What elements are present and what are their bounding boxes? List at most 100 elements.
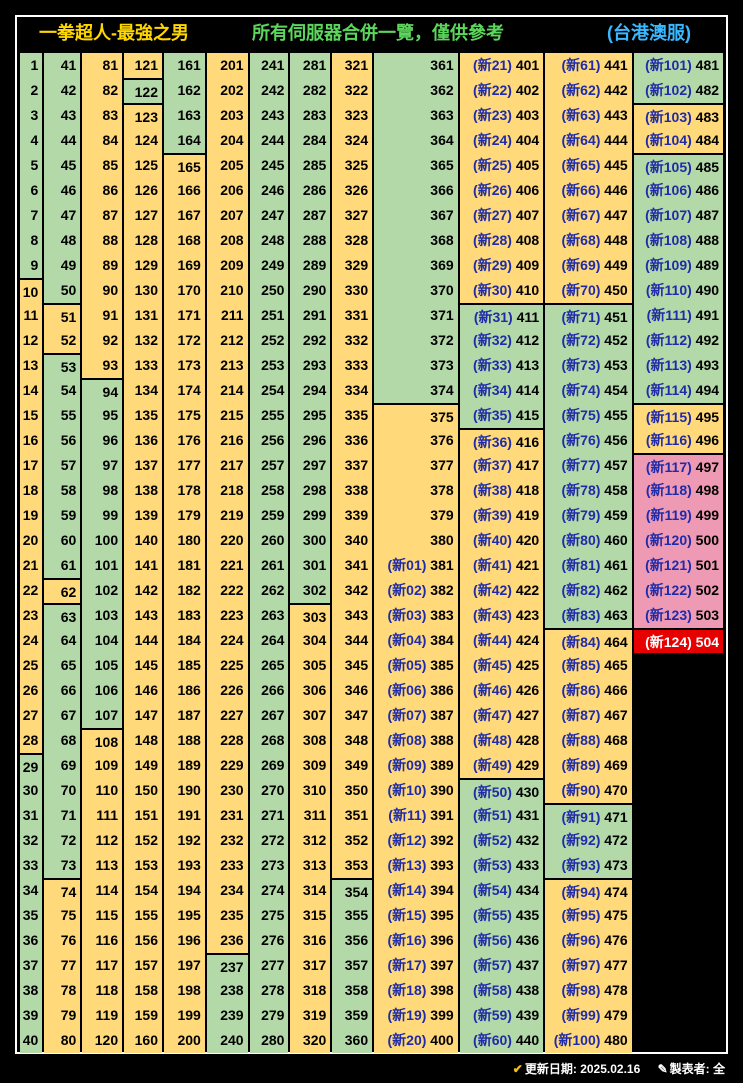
server-number: 317 xyxy=(302,957,327,973)
server-cell: 44 xyxy=(44,128,81,153)
server-cell: (新103) 483 xyxy=(633,103,724,128)
server-cell: 23 xyxy=(20,603,43,628)
server-number: 52 xyxy=(60,332,77,348)
server-cell: 51 xyxy=(44,303,81,328)
server-cell: 273 xyxy=(249,853,289,878)
column-divider xyxy=(80,53,83,1051)
new-server-label: (新42) xyxy=(473,582,516,598)
server-number: 484 xyxy=(695,132,720,148)
server-cell: 189 xyxy=(164,753,205,778)
server-cell: (新17) 397 xyxy=(374,953,458,978)
server-cell: (新57) 437 xyxy=(459,953,544,978)
server-cell: 206 xyxy=(206,178,248,203)
server-number: 490 xyxy=(695,282,720,298)
server-cell: 363 xyxy=(374,103,458,128)
server-cell: 317 xyxy=(290,953,331,978)
server-number: 246 xyxy=(261,182,285,198)
server-number: 163 xyxy=(177,107,201,123)
server-cell: 220 xyxy=(206,528,248,553)
server-number: 202 xyxy=(220,82,244,98)
new-server-label: (新119) xyxy=(645,507,696,523)
server-cell: 99 xyxy=(82,503,123,528)
server-cell: 328 xyxy=(332,228,373,253)
new-server-label: (新40) xyxy=(473,532,516,548)
server-number: 375 xyxy=(430,409,454,425)
server-cell: 157 xyxy=(124,953,162,978)
server-number: 396 xyxy=(430,932,454,948)
new-server-label: (新23) xyxy=(473,107,516,123)
server-number: 131 xyxy=(134,307,158,323)
server-cell: 74 xyxy=(44,878,81,903)
server-number: 207 xyxy=(220,207,244,223)
new-server-label: (新115) xyxy=(645,409,696,425)
server-cell: (新118) 498 xyxy=(633,478,724,503)
new-server-label: (新64) xyxy=(561,132,605,148)
server-number: 372 xyxy=(430,332,454,348)
server-cell: 92 xyxy=(82,328,123,353)
server-number: 300 xyxy=(302,532,327,548)
server-cell: (新80) 460 xyxy=(545,528,632,553)
server-cell: 141 xyxy=(124,553,162,578)
pencil-icon: ✎ xyxy=(657,1062,668,1076)
server-number: 360 xyxy=(344,1032,369,1048)
server-number: 346 xyxy=(344,682,369,698)
new-server-label: (新30) xyxy=(473,282,516,298)
server-number: 231 xyxy=(220,807,244,823)
server-number: 200 xyxy=(177,1032,201,1048)
server-number: 142 xyxy=(134,582,158,598)
server-cell: 28 xyxy=(20,728,43,753)
server-number: 226 xyxy=(220,682,244,698)
server-number: 503 xyxy=(695,607,720,623)
server-number: 205 xyxy=(220,157,244,173)
server-cell: 270 xyxy=(249,778,289,803)
server-cell: 236 xyxy=(206,928,248,953)
new-server-label: (新61) xyxy=(561,57,605,73)
server-number: 184 xyxy=(177,632,201,648)
server-cell: 98 xyxy=(82,478,123,503)
server-cell: 179 xyxy=(164,503,205,528)
new-server-label: (新36) xyxy=(473,434,516,450)
server-number: 496 xyxy=(695,432,720,448)
server-number: 332 xyxy=(344,332,369,348)
new-server-label: (新27) xyxy=(473,207,516,223)
new-server-label: (新18) xyxy=(387,982,431,998)
server-number: 391 xyxy=(430,807,454,823)
server-number: 103 xyxy=(94,607,119,623)
server-cell: 137 xyxy=(124,453,162,478)
server-cell: (新88) 468 xyxy=(545,728,632,753)
server-number: 137 xyxy=(134,457,158,473)
server-number: 81 xyxy=(102,57,119,73)
server-cell: 39 xyxy=(20,1003,43,1028)
server-cell: 146 xyxy=(124,678,162,703)
server-number: 422 xyxy=(515,582,540,598)
server-cell: (新03) 383 xyxy=(374,603,458,628)
server-number: 165 xyxy=(177,159,201,175)
server-cell: 232 xyxy=(206,828,248,853)
server-number: 75 xyxy=(60,907,77,923)
new-server-label: (新83) xyxy=(561,607,605,623)
server-number: 477 xyxy=(604,957,628,973)
server-cell: 35 xyxy=(20,903,43,928)
new-server-label: (新37) xyxy=(473,457,516,473)
server-cell: 38 xyxy=(20,978,43,1003)
server-cell: 213 xyxy=(206,353,248,378)
new-server-label: (新04) xyxy=(387,632,431,648)
server-cell: 281 xyxy=(290,53,331,78)
server-cell: 106 xyxy=(82,678,123,703)
server-number: 261 xyxy=(261,557,285,573)
server-number: 220 xyxy=(220,532,244,548)
server-cell: (新73) 453 xyxy=(545,353,632,378)
server-cell: 210 xyxy=(206,278,248,303)
server-cell: (新02) 382 xyxy=(374,578,458,603)
server-number: 499 xyxy=(695,507,720,523)
server-number: 195 xyxy=(177,907,201,923)
server-number: 265 xyxy=(261,657,285,673)
server-cell: 351 xyxy=(332,803,373,828)
server-number: 25 xyxy=(22,657,39,673)
new-server-label: (新11) xyxy=(388,807,431,823)
server-cell: 86 xyxy=(82,178,123,203)
server-number: 279 xyxy=(261,1007,285,1023)
server-number: 15 xyxy=(22,407,39,423)
new-server-label: (新31) xyxy=(473,309,517,325)
server-number: 18 xyxy=(22,482,39,498)
